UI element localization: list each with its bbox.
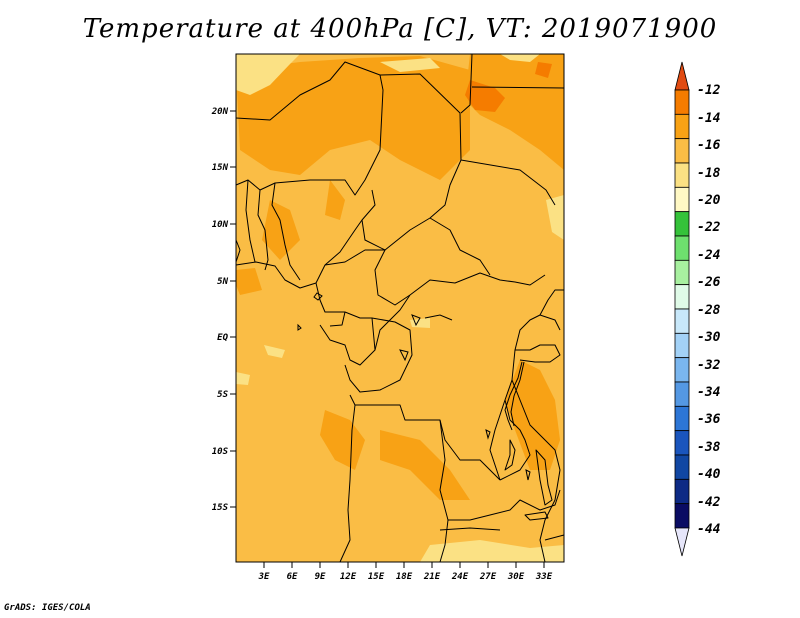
lon-label: 27E <box>479 572 497 582</box>
lat-label: EQ <box>217 333 228 343</box>
colorbar-label: -28 <box>697 303 721 318</box>
colorbar-label: -44 <box>697 522 721 537</box>
colorbar-label: -36 <box>697 412 721 427</box>
colorbar-swatch <box>674 332 690 359</box>
lon-label: 15E <box>368 572 385 582</box>
colorbar-label: -20 <box>697 193 721 208</box>
colorbar-swatch <box>674 478 690 505</box>
lat-label: 5S <box>217 390 228 400</box>
colorbar-label: -22 <box>697 220 721 235</box>
colorbar-swatch <box>674 162 690 188</box>
colorbar-label: -34 <box>697 385 721 400</box>
colorbar-labels: -12 -14 -16 -18 -20 -22 -24 -26 -28 -30 … <box>697 83 721 537</box>
colorbar-swatch <box>674 454 690 480</box>
lat-label: 10S <box>212 447 229 457</box>
lon-label: 24E <box>451 572 469 582</box>
lon-label: 33E <box>535 572 553 582</box>
lat-label: 15N <box>212 163 229 173</box>
colorbar-swatch <box>674 138 690 164</box>
lon-label: 12E <box>340 572 357 582</box>
lon-label: 21E <box>423 572 441 582</box>
lat-label: 10N <box>212 220 229 230</box>
colorbar-swatch <box>674 284 690 310</box>
lakes <box>297 292 531 481</box>
colorbar-swatch <box>674 113 690 140</box>
colorbar-label: -42 <box>697 495 721 510</box>
lat-label: 15S <box>212 503 229 513</box>
colorbar-label: -24 <box>697 248 721 263</box>
latitude-axis: 20N 15N 10N 5N EQ 5S 10S 15S <box>211 107 236 513</box>
country-borders <box>235 53 565 563</box>
warmer-regions <box>465 62 552 112</box>
colorbar-label: -38 <box>697 440 721 455</box>
colorbar-swatch <box>674 61 690 91</box>
colorbar-label: -32 <box>697 358 721 373</box>
colorbar-swatch <box>674 430 690 456</box>
colorbar-swatch <box>674 405 690 432</box>
cool-regions <box>236 54 564 562</box>
colorbar-swatch <box>674 211 690 237</box>
colorbar-label: -16 <box>697 138 721 153</box>
grads-credit: GrADS: IGES/COLA <box>4 603 91 613</box>
colorbar-label: -14 <box>697 111 721 126</box>
lon-label: 3E <box>258 572 270 582</box>
map-frame <box>235 53 565 563</box>
colorbar-swatch <box>674 381 690 407</box>
chart-title: Temperature at 400hPa [C], VT: 201907190… <box>82 14 718 44</box>
colorbar-swatch <box>674 89 690 115</box>
colorbar-label: -40 <box>697 467 721 482</box>
colorbar-swatch <box>674 357 690 383</box>
colorbar-swatch <box>674 259 690 286</box>
colorbar-swatch <box>674 527 690 557</box>
lon-label: 30E <box>507 572 525 582</box>
colorbar-label: -12 <box>697 83 721 98</box>
colorbar-swatches <box>674 61 690 557</box>
colorbar-label: -30 <box>697 330 721 345</box>
lat-label: 20N <box>211 107 229 117</box>
colorbar-label: -18 <box>697 166 721 181</box>
warm-regions <box>236 54 564 500</box>
colorbar-swatch <box>674 503 690 529</box>
longitude-axis: 3E 6E 9E 12E 15E 18E 21E 24E 27E 30E 33E <box>258 562 553 582</box>
colorbar-swatch <box>674 235 690 261</box>
colorbar: -12 -14 -16 -18 -20 -22 -24 -26 -28 -30 … <box>674 61 721 557</box>
colorbar-label: -26 <box>697 275 721 290</box>
lon-label: 6E <box>287 572 298 582</box>
lat-label: 5N <box>217 277 228 287</box>
lon-label: 18E <box>396 572 413 582</box>
colorbar-swatch <box>674 308 690 334</box>
colorbar-swatch <box>674 186 690 213</box>
map-panel <box>235 53 565 563</box>
lon-label: 9E <box>315 572 326 582</box>
